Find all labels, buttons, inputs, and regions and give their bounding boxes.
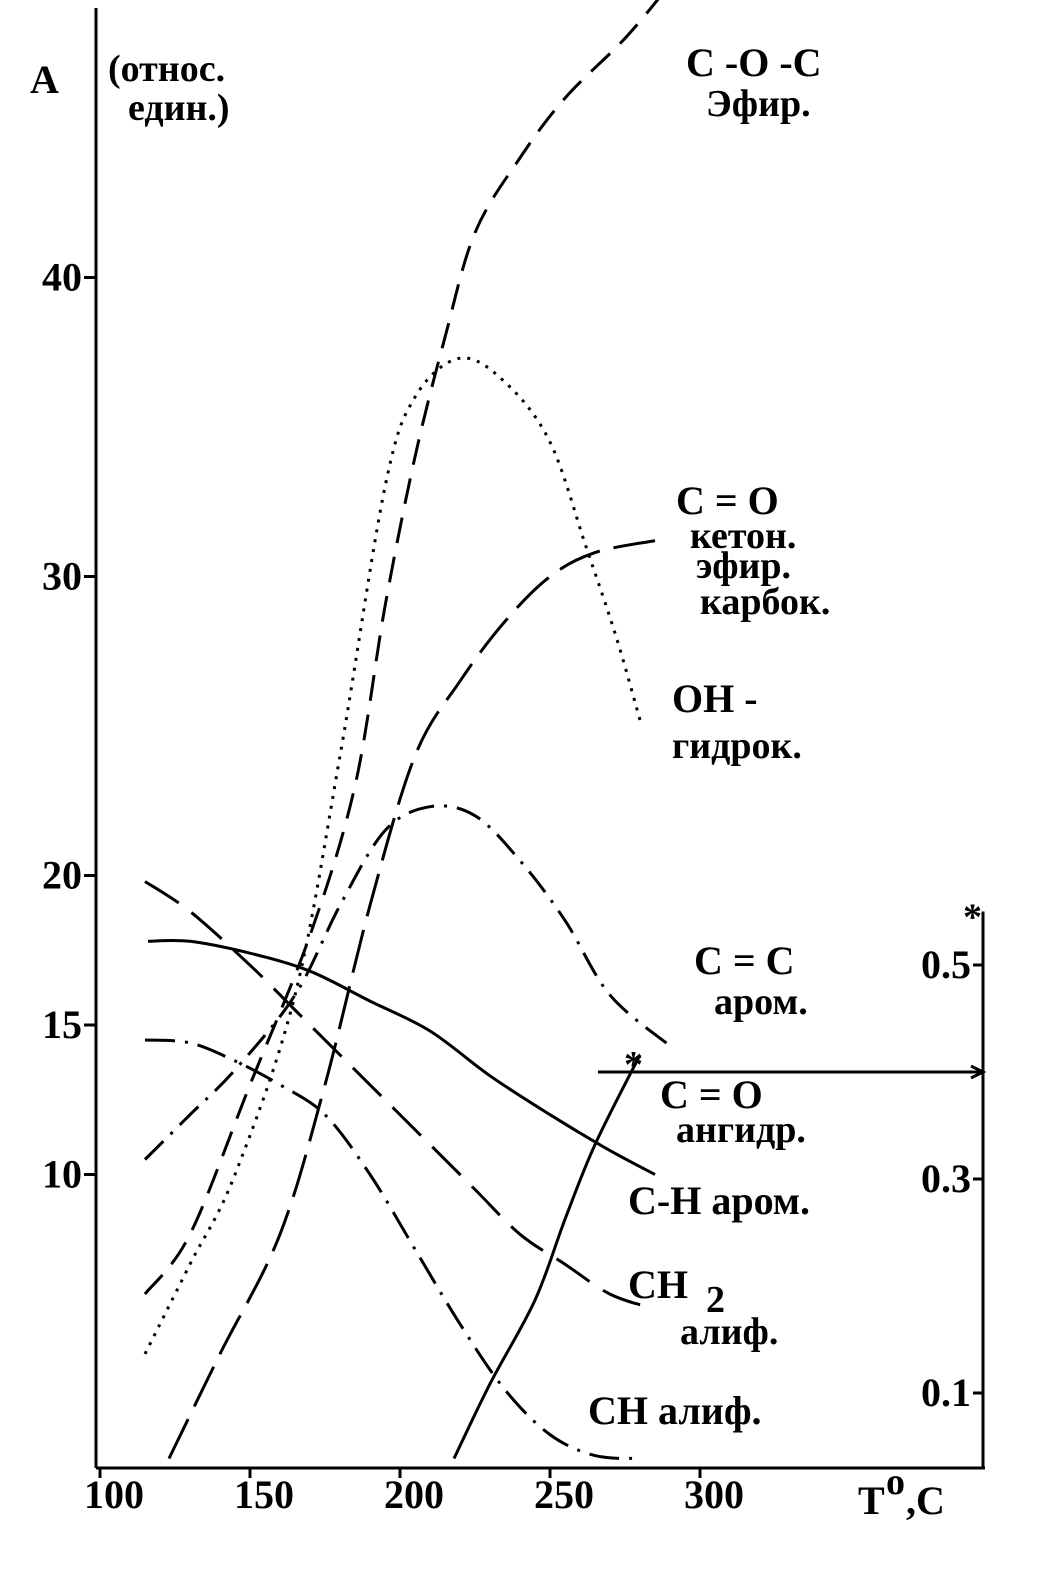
series-line-oh-hydroxyl — [143, 356, 642, 1355]
right-axis-star: * — [963, 897, 982, 939]
label-coc-line2: Эфир. — [706, 83, 811, 125]
x-axis-title-sup: o — [886, 1461, 905, 1503]
series-line-co-anhydride — [452, 1054, 642, 1460]
label-co-line2: кетон. — [690, 515, 796, 557]
series-line-co-ketone — [167, 539, 656, 1460]
right-tick-label: 0.5 — [921, 942, 971, 987]
label-coanh-line1: C = O — [660, 1072, 763, 1117]
y-axis-unit-line1: (относ. — [108, 48, 225, 90]
label-co-line1: C = O — [676, 478, 779, 523]
series-line-ch-aliph — [144, 1038, 641, 1460]
x-tick-label: 150 — [234, 1472, 294, 1517]
y-tick-label: 15 — [42, 1002, 82, 1047]
series-line-coc-ether — [143, 0, 660, 1296]
label-coanh-line2: ангидр. — [676, 1109, 806, 1151]
label-chaliph: CH алиф. — [588, 1388, 762, 1433]
label-ch2-sub: 2 — [706, 1279, 725, 1321]
y-tick-label: 20 — [42, 853, 82, 898]
series-line-ch-arom — [147, 938, 656, 1176]
right-tick-label: 0.3 — [921, 1156, 971, 1201]
label-cc-line2: аром. — [714, 981, 808, 1023]
y-tick-label: 30 — [42, 554, 82, 599]
curves: * — [143, 0, 671, 1460]
y-tick-label: 10 — [42, 1152, 82, 1197]
series-line-ch2-aliph — [144, 880, 656, 1311]
right-axis-arrow — [970, 1064, 987, 1080]
label-oh-line2: гидрок. — [672, 725, 802, 767]
x-tick-label: 100 — [84, 1472, 144, 1517]
y-tick-label: 40 — [42, 255, 82, 300]
y-axis-title: A — [30, 57, 59, 102]
label-oh-line1: OH - — [672, 676, 758, 721]
label-cc-line1: C = C — [694, 938, 795, 983]
series-line-cc-arom — [143, 804, 671, 1161]
x-tick-label: 200 — [384, 1472, 444, 1517]
x-axis-title-unit: ,C — [906, 1478, 945, 1523]
series-marker-co-anhydride: * — [624, 1044, 643, 1086]
x-tick-label: 250 — [534, 1472, 594, 1517]
x-tick-label: 300 — [684, 1472, 744, 1517]
right-tick-label: 0.1 — [921, 1370, 971, 1415]
x-axis-title-main: T — [858, 1478, 885, 1523]
label-charom: C-H аром. — [628, 1178, 810, 1223]
label-co-line4: карбок. — [700, 581, 830, 623]
label-ch2-main: CH — [628, 1262, 688, 1307]
y-axis-unit-line2: един.) — [128, 87, 230, 129]
label-ch2-line2: алиф. — [680, 1311, 778, 1353]
label-coc-line1: C -O -C — [686, 40, 822, 85]
label-co-line3: эфир. — [696, 545, 791, 587]
axes: 10 15 20 30 40 100 150 200 250 300 A (относ.един.) T… — [30, 8, 987, 1523]
